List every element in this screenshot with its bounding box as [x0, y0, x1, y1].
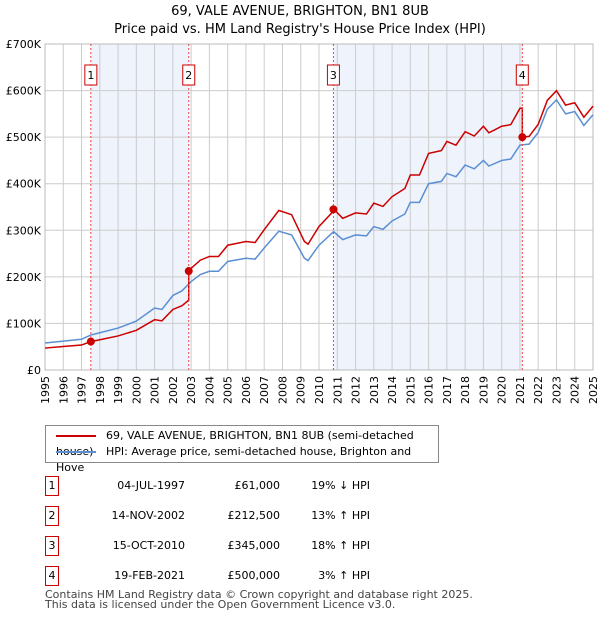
title-line: 69, VALE AVENUE, BRIGHTON, BN1 8UB	[171, 4, 429, 19]
legend-item-hpi: HPI: Average price, semi-detached house,…	[56, 444, 438, 474]
legend-item-property: 69, VALE AVENUE, BRIGHTON, BN1 8UB (semi…	[56, 428, 438, 458]
x-tick-label: 2001	[149, 376, 162, 404]
sale-hpi-diff: 18% ↑ HPI	[311, 539, 370, 552]
y-tick-label: £0	[27, 364, 41, 377]
x-tick-label: 2015	[404, 376, 417, 404]
y-tick-label: £200K	[6, 271, 42, 284]
y-tick-label: £400K	[6, 178, 42, 191]
legend-swatch	[56, 435, 96, 437]
sale-label-box	[182, 64, 196, 86]
x-tick-label: 2007	[258, 376, 271, 404]
x-tick-label: 2002	[167, 376, 180, 404]
x-tick-label: 2014	[386, 376, 399, 404]
x-tick-label: 2010	[313, 376, 326, 404]
x-tick-label: 2004	[203, 376, 216, 404]
sale-point	[184, 267, 193, 276]
shade-band	[90, 44, 189, 370]
x-tick-label: 2013	[368, 376, 381, 404]
y-tick-label: £500K	[6, 131, 42, 144]
x-tick-label: 2009	[295, 376, 308, 404]
sale-hpi-diff: 19% ↓ HPI	[311, 479, 370, 492]
sale-label: 4	[519, 69, 526, 82]
plot-border	[44, 43, 594, 371]
sale-point	[86, 337, 95, 346]
sale-point	[329, 205, 338, 214]
sale-date: 04-JUL-1997	[117, 479, 185, 492]
x-tick-label: 1996	[57, 376, 70, 404]
x-tick-label: 2003	[185, 376, 198, 404]
sale-label-box	[326, 64, 340, 86]
y-tick-label: £700K	[6, 38, 42, 51]
sale-label: 1	[87, 69, 94, 82]
sale-price: £61,000	[234, 479, 281, 492]
x-tick-label: 1998	[94, 376, 107, 404]
x-tick-label: 2008	[276, 376, 289, 404]
x-tick-label: 1997	[76, 376, 89, 404]
sale-number: 4	[45, 566, 59, 586]
x-tick-label: 2023	[550, 376, 563, 404]
sale-price: £212,500	[227, 509, 281, 522]
x-tick-label: 2024	[569, 376, 582, 404]
x-tick-label: 2017	[441, 376, 454, 404]
sale-number: 3	[45, 536, 59, 556]
footer-line: Contains HM Land Registry data © Crown c…	[45, 588, 473, 601]
y-tick-label: £300K	[6, 224, 42, 237]
x-tick-label: 2022	[532, 376, 545, 404]
x-tick-label: 2020	[496, 376, 509, 404]
x-tick-label: 2019	[477, 376, 490, 404]
sale-date: 19-FEB-2021	[114, 569, 185, 582]
sale-hpi-diff: 3% ↑ HPI	[318, 569, 370, 582]
x-tick-label: 2005	[222, 376, 235, 404]
sale-label-box	[84, 64, 98, 86]
x-tick-label: 2016	[423, 376, 436, 404]
sale-point	[518, 133, 527, 142]
x-tick-label: 2021	[514, 376, 527, 404]
footer-line: This data is licensed under the Open Gov…	[45, 598, 396, 611]
legend-swatch	[56, 451, 96, 453]
y-tick-label: £100K	[6, 317, 42, 330]
x-tick-label: 1999	[112, 376, 125, 404]
sale-price: £500,000	[227, 569, 281, 582]
legend-label: HPI: Average price, semi-detached house,…	[56, 445, 412, 474]
sale-hpi-diff: 13% ↑ HPI	[311, 509, 370, 522]
x-tick-label: 1995	[39, 376, 52, 404]
x-tick-label: 2006	[240, 376, 253, 404]
x-tick-label: 2025	[587, 376, 600, 404]
x-tick-label: 2018	[459, 376, 472, 404]
sale-label-box	[515, 64, 529, 86]
chart-title: 69, VALE AVENUE, BRIGHTON, BN1 8UB Price …	[0, 3, 600, 39]
sale-price: £345,000	[227, 539, 281, 552]
x-tick-label: 2012	[350, 376, 363, 404]
x-tick-label: 2000	[130, 376, 143, 404]
footer: Contains HM Land Registry data © Crown c…	[45, 588, 473, 611]
sale-label: 2	[185, 69, 192, 82]
legend: 69, VALE AVENUE, BRIGHTON, BN1 8UB (semi…	[45, 425, 439, 474]
y-tick-label: £600K	[6, 85, 42, 98]
sale-date: 15-OCT-2010	[112, 539, 185, 552]
subtitle-line: Price paid vs. HM Land Registry's House …	[114, 22, 486, 37]
sale-number: 2	[45, 506, 59, 526]
sale-label: 3	[330, 69, 337, 82]
x-tick-label: 2011	[331, 376, 344, 404]
hpi-line	[44, 98, 594, 344]
sale-date: 14-NOV-2002	[111, 509, 185, 522]
sale-number: 1	[45, 476, 59, 496]
shade-band	[333, 44, 523, 370]
plot-area: 1995 1996 1997 1998 1999 2000 2001 2002 2003 2004…	[6, 38, 600, 404]
